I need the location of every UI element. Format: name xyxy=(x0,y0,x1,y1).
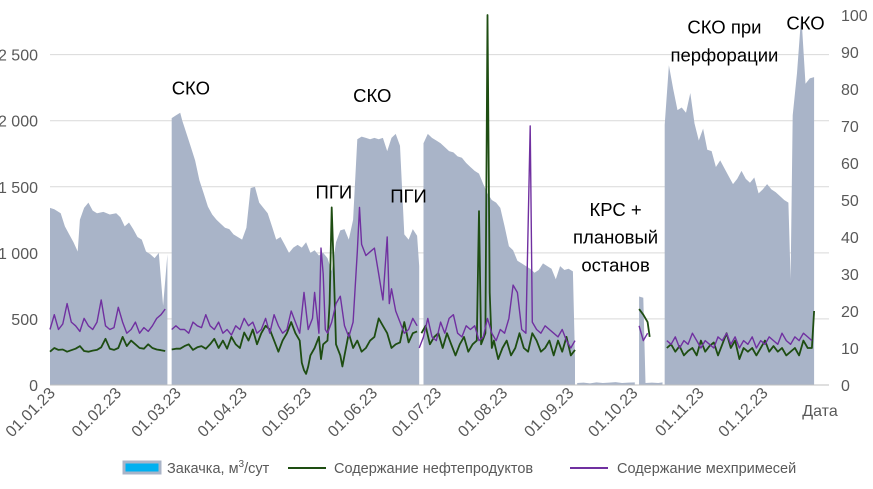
x-tick-label: 01.09.23 xyxy=(521,385,577,441)
injection-area-segment xyxy=(50,202,168,385)
mech-impurities-line xyxy=(666,332,813,349)
injection-area-segment xyxy=(171,112,420,386)
x-tick-label: 01.06.23 xyxy=(325,385,381,441)
line-series-group xyxy=(49,14,815,375)
legend-label-superscript: 3 xyxy=(239,459,245,470)
chart-annotation: СКО xyxy=(353,85,391,106)
y2-tick-label: 100 xyxy=(841,8,868,25)
annotations: СКО ПГИ СКО ПГИ КРС + плановый останов СКО при п… xyxy=(172,13,825,276)
y2-tick-label: 10 xyxy=(841,341,859,358)
x-tick-label: 01.02.23 xyxy=(69,385,125,441)
oil-products-line xyxy=(171,206,418,375)
x-tick-label: 01.08.23 xyxy=(455,385,511,441)
legend-label-oil-products: Содержание нефтепродуктов xyxy=(334,461,533,477)
chart-annotation: СКО xyxy=(172,77,210,98)
y2-tick-label: 60 xyxy=(841,156,859,173)
oil-products-line xyxy=(638,308,651,338)
legend-label-suffix: /сут xyxy=(244,461,270,477)
y2-tick-label: 90 xyxy=(841,45,859,62)
chart-annotation: ПГИ xyxy=(390,186,427,207)
chart-annotation: СКО xyxy=(786,13,824,34)
legend-label-injection: Закачка, м3/сут xyxy=(167,459,270,477)
oil-products-line xyxy=(420,14,576,361)
mech-impurities-line xyxy=(418,125,576,349)
x-tick-label: 01.11.23 xyxy=(652,385,707,440)
mech-impurities-line xyxy=(49,299,166,334)
chart-annotation: плановый xyxy=(573,227,658,248)
chart-annotation: СКО при xyxy=(687,17,761,38)
y2-tick-label: 70 xyxy=(841,119,859,136)
x-tick-label: 01.10.23 xyxy=(585,385,641,441)
y2-tick-label: 0 xyxy=(841,378,850,395)
mech-impurities-line xyxy=(638,325,649,342)
y-tick-label: 500 xyxy=(11,312,38,329)
x-tick-label: 01.03.23 xyxy=(129,385,185,441)
injection-area-segment xyxy=(423,133,575,385)
mech-impurities-line xyxy=(171,206,418,338)
y-tick-label: 0 xyxy=(29,378,38,395)
injection-area-segment xyxy=(664,15,815,385)
y-tick-label: 2 000 xyxy=(0,114,38,131)
chart-annotation: останов xyxy=(581,254,650,275)
legend-label-mech-impurities: Содержание мехпримесей xyxy=(617,461,796,477)
oil-products-line xyxy=(666,310,815,361)
x-tick-label: 01.12.23 xyxy=(716,385,772,441)
y2-tick-label: 40 xyxy=(841,230,859,247)
y2-tick-label: 50 xyxy=(841,193,859,210)
legend-swatch-injection xyxy=(122,460,162,475)
y2-tick-label: 30 xyxy=(841,267,859,284)
oil-products-line xyxy=(49,335,166,353)
y2-tick-label: 80 xyxy=(841,82,859,99)
y-tick-label: 1 500 xyxy=(0,180,38,197)
y-tick-label: 2 500 xyxy=(0,48,38,65)
y-tick-label: 1 000 xyxy=(0,246,38,263)
injection-area-series xyxy=(50,15,815,386)
x-tick-label: 01.07.23 xyxy=(389,385,445,441)
chart-annotation: ПГИ xyxy=(316,182,353,203)
y2-tick-label: 20 xyxy=(841,304,859,321)
chart-annotation: перфорации xyxy=(670,44,778,65)
chart-annotation: КРС + xyxy=(589,199,641,220)
injection-area-segment xyxy=(577,382,635,385)
injection-area-segment xyxy=(639,296,663,385)
x-axis-title: Дата xyxy=(802,403,838,420)
x-tick-label: 01.04.23 xyxy=(195,385,251,441)
legend[interactable]: Закачка, м3/сут Содержание нефтепродуктов… xyxy=(122,459,796,477)
x-tick-label: 01.05.23 xyxy=(259,385,315,441)
